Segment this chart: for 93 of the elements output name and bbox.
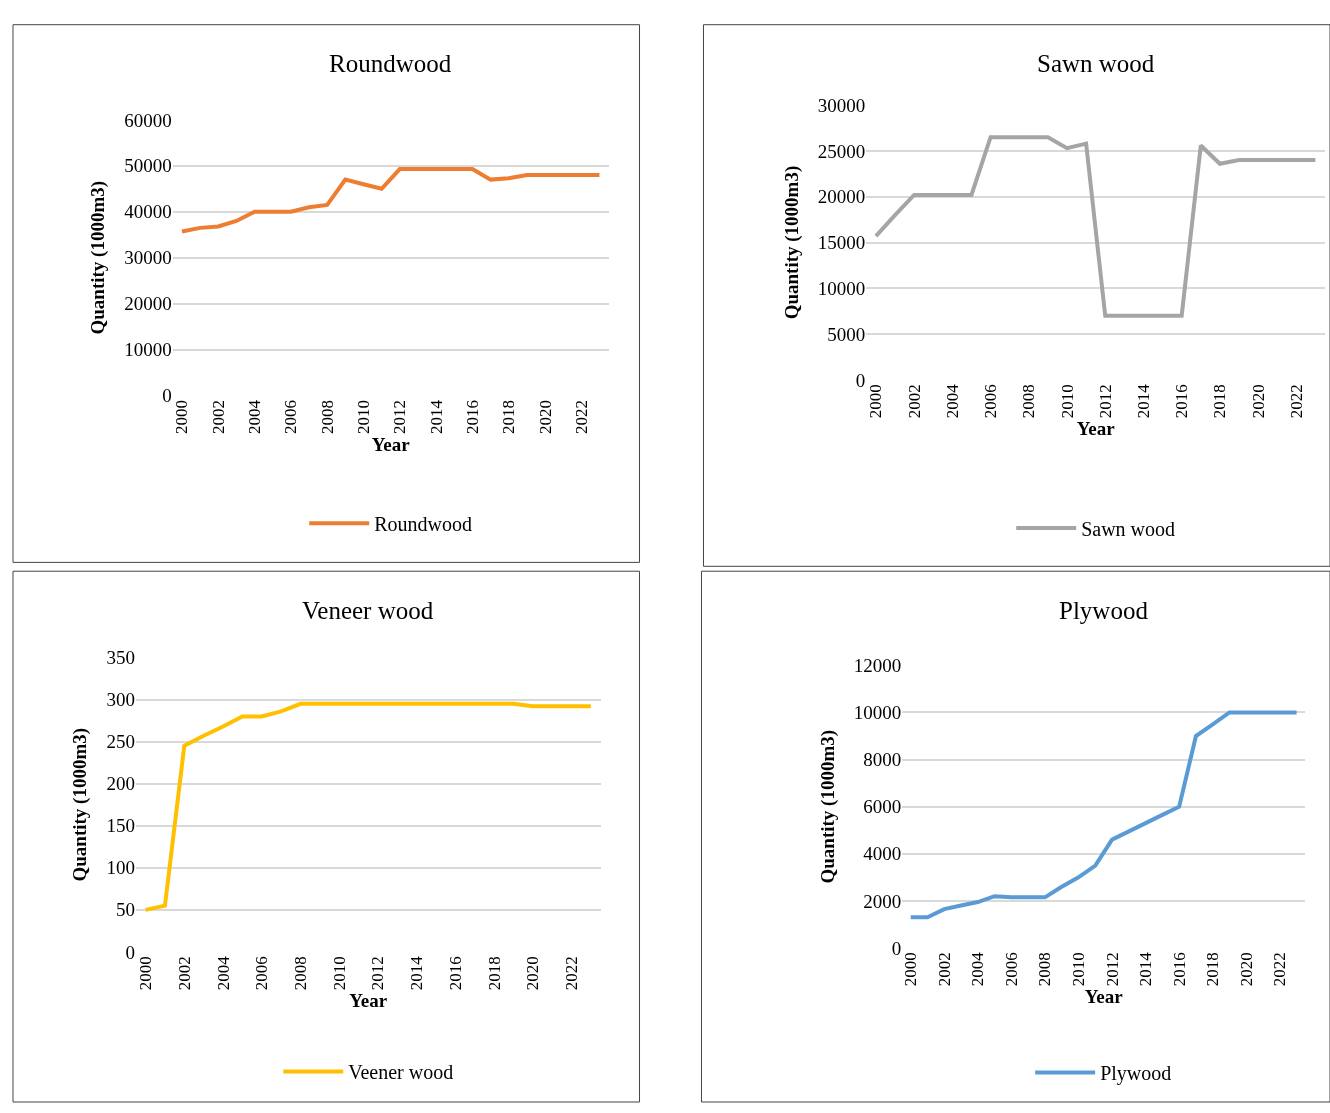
x-tick-label: 2018	[499, 399, 519, 434]
x-tick-label: 2016	[1172, 384, 1192, 419]
x-tick-label: 2002	[934, 952, 954, 987]
x-tick-label: 2018	[484, 956, 504, 991]
x-tick-label: 2006	[281, 399, 301, 434]
chart-title: Sawn wood	[1037, 50, 1155, 77]
x-axis-title: Year	[349, 990, 388, 1012]
y-tick-label: 350	[106, 647, 135, 669]
x-tick-label: 2008	[290, 956, 310, 991]
x-tick-label: 2012	[368, 956, 388, 991]
x-tick-label: 2016	[462, 399, 482, 434]
x-tick-label: 2004	[968, 951, 988, 987]
x-tick-label: 2006	[981, 384, 1001, 419]
y-tick-label: 100	[106, 857, 135, 879]
x-tick-label: 2018	[1210, 384, 1230, 419]
y-tick-label: 60000	[124, 109, 172, 131]
x-tick-label: 2010	[1057, 384, 1077, 419]
y-tick-label: 15000	[817, 232, 866, 254]
x-axis-title: Year	[1084, 986, 1124, 1008]
y-tick-label: 150	[106, 815, 135, 837]
y-tick-label: 0	[125, 941, 135, 963]
y-tick-label: 250	[106, 731, 135, 753]
y-tick-label: 10000	[817, 277, 866, 299]
x-tick-label: 2020	[1248, 384, 1268, 419]
x-tick-label: 2004	[942, 383, 962, 419]
y-tick-label: 0	[162, 385, 172, 407]
legend-label: Roundwood	[374, 512, 472, 535]
y-tick-label: 0	[891, 937, 902, 959]
x-tick-label: 2012	[1095, 384, 1115, 419]
x-tick-label: 2008	[1035, 952, 1055, 987]
x-tick-label: 2002	[208, 399, 228, 434]
x-axis-title: Year	[371, 433, 411, 455]
x-tick-label: 2014	[1136, 951, 1156, 987]
y-tick-label: 0	[855, 369, 866, 391]
x-tick-label: 2004	[213, 955, 233, 991]
x-tick-label: 2008	[1019, 384, 1039, 419]
x-tick-label: 2002	[174, 956, 194, 991]
line-series	[143, 701, 593, 912]
y-tick-label: 25000	[817, 140, 866, 162]
x-tick-label: 2022	[1286, 384, 1306, 419]
y-tick-label: 8000	[863, 749, 902, 771]
y-tick-label: 5000	[827, 323, 866, 345]
chart-title: Veneer wood	[302, 597, 434, 624]
x-tick-label: 2020	[535, 399, 555, 434]
y-tick-label: 20000	[817, 186, 866, 208]
y-tick-label: 200	[106, 773, 135, 795]
x-tick-label: 2014	[1133, 383, 1153, 419]
y-tick-label: 12000	[853, 655, 902, 677]
y-tick-label: 4000	[863, 843, 902, 865]
x-tick-label: 2012	[1102, 952, 1122, 987]
y-axis-title: Quantity (1000m3)	[780, 165, 803, 320]
line-series	[179, 167, 602, 234]
y-axis-title: Quantity (1000m3)	[87, 180, 110, 335]
x-tick-label: 2006	[252, 956, 272, 991]
line-series	[873, 135, 1318, 318]
chart-title: Plywood	[1059, 597, 1149, 624]
x-tick-label: 2002	[904, 384, 924, 419]
y-tick-label: 6000	[863, 796, 902, 818]
y-tick-label: 300	[106, 689, 135, 711]
y-axis-title: Quantity (1000m3)	[816, 729, 839, 884]
y-tick-label: 20000	[124, 293, 172, 315]
y-tick-label: 30000	[124, 247, 172, 269]
x-tick-label: 2010	[329, 956, 349, 991]
x-tick-label: 2022	[571, 399, 591, 434]
chart-title: Roundwood	[329, 50, 452, 77]
y-tick-label: 50000	[124, 155, 172, 177]
y-tick-label: 10000	[853, 702, 902, 724]
y-tick-label: 2000	[863, 890, 902, 912]
x-tick-label: 2010	[354, 399, 374, 434]
x-tick-label: 2016	[1169, 952, 1189, 987]
y-tick-label: 30000	[817, 94, 866, 116]
legend-label: Veener wood	[348, 1061, 454, 1084]
x-tick-label: 2006	[1001, 952, 1021, 987]
x-tick-label: 2022	[562, 956, 582, 991]
x-tick-label: 2020	[1236, 952, 1256, 987]
y-tick-label: 50	[115, 899, 135, 921]
x-tick-label: 2012	[390, 399, 410, 434]
y-tick-label: 10000	[124, 339, 172, 361]
x-tick-label: 2004	[245, 399, 265, 434]
x-tick-label: 2010	[1069, 952, 1089, 987]
x-tick-label: 2018	[1203, 952, 1223, 987]
x-tick-label: 2016	[445, 956, 465, 991]
x-tick-label: 2014	[426, 399, 446, 434]
x-tick-label: 2022	[1270, 952, 1290, 987]
y-axis-title: Quantity (1000m3)	[69, 727, 92, 882]
x-axis-title: Year	[1076, 418, 1116, 440]
line-series	[908, 710, 1299, 920]
y-tick-label: 40000	[124, 201, 172, 223]
x-tick-label: 2020	[523, 956, 543, 991]
x-tick-label: 2008	[317, 399, 337, 434]
legend-label: Plywood	[1100, 1062, 1172, 1086]
legend-label: Sawn wood	[1081, 517, 1176, 540]
x-tick-label: 2014	[407, 955, 427, 991]
